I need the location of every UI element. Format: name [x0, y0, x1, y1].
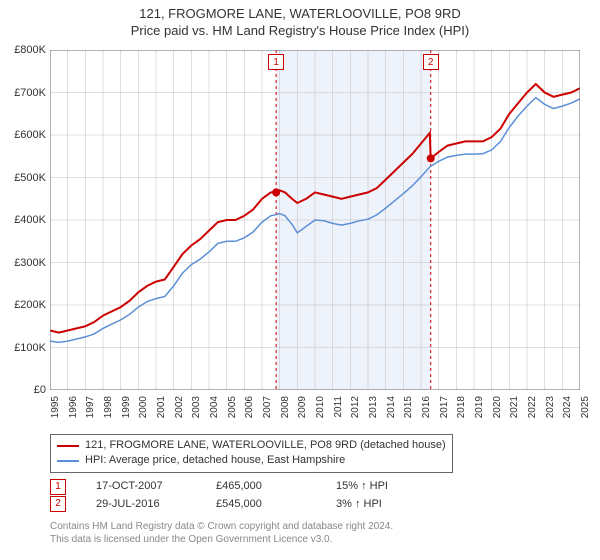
- y-tick-label: £200K: [14, 299, 46, 311]
- x-tick-label: 2025: [580, 396, 591, 418]
- x-tick-label: 2014: [386, 396, 397, 418]
- title-block: 121, FROGMORE LANE, WATERLOOVILLE, PO8 9…: [0, 0, 600, 40]
- y-tick-label: £700K: [14, 87, 46, 99]
- x-tick-label: 2001: [156, 396, 167, 418]
- x-tick-label: 2019: [474, 396, 485, 418]
- annotation-row: 2 29-JUL-2016 £545,000 3% ↑ HPI: [50, 496, 426, 514]
- title-line-1: 121, FROGMORE LANE, WATERLOOVILLE, PO8 9…: [0, 6, 600, 23]
- x-tick-label: 2012: [350, 396, 361, 418]
- annotation-delta: 3% ↑ HPI: [336, 496, 426, 514]
- x-tick-label: 2024: [562, 396, 573, 418]
- annotation-date: 29-JUL-2016: [96, 496, 186, 514]
- x-tick-label: 2013: [368, 396, 379, 418]
- x-tick-label: 2021: [509, 396, 520, 418]
- x-tick-label: 2004: [209, 396, 220, 418]
- x-tick-label: 2023: [545, 396, 556, 418]
- x-tick-label: 2016: [421, 396, 432, 418]
- annotation-badge: 1: [50, 479, 66, 495]
- x-tick-label: 2010: [315, 396, 326, 418]
- x-tick-label: 1995: [50, 396, 61, 418]
- x-tick-label: 2003: [191, 396, 202, 418]
- x-axis-labels: 1995 1996 1997 1998 1999 2000 2001 2002 2003 2004…: [50, 392, 580, 432]
- x-tick-label: 1998: [103, 396, 114, 418]
- chart-annotation-badge: 1: [268, 54, 284, 70]
- x-tick-label: 2007: [262, 396, 273, 418]
- annotation-price: £465,000: [216, 478, 306, 496]
- x-tick-label: 2015: [403, 396, 414, 418]
- chart-annotation-badge: 2: [423, 54, 439, 70]
- annotation-price: £545,000: [216, 496, 306, 514]
- x-tick-label: 2022: [527, 396, 538, 418]
- legend-label: 121, FROGMORE LANE, WATERLOOVILLE, PO8 9…: [85, 438, 446, 453]
- annotation-row: 1 17-OCT-2007 £465,000 15% ↑ HPI: [50, 478, 426, 496]
- legend-row: HPI: Average price, detached house, East…: [57, 453, 446, 468]
- y-tick-label: £100K: [14, 342, 46, 354]
- legend-row: 121, FROGMORE LANE, WATERLOOVILLE, PO8 9…: [57, 438, 446, 453]
- x-tick-label: 2005: [227, 396, 238, 418]
- x-tick-label: 1997: [85, 396, 96, 418]
- legend-box: 121, FROGMORE LANE, WATERLOOVILLE, PO8 9…: [50, 434, 453, 473]
- annotation-delta: 15% ↑ HPI: [336, 478, 426, 496]
- annotations-table: 1 17-OCT-2007 £465,000 15% ↑ HPI 2 29-JUL-201…: [50, 478, 426, 513]
- y-tick-label: £0: [34, 384, 46, 396]
- chart-plot-area: 12: [50, 50, 580, 390]
- annotation-badge: 2: [50, 496, 66, 512]
- x-tick-label: 2011: [333, 396, 344, 418]
- y-tick-label: £300K: [14, 257, 46, 269]
- footer-line-1: Contains HM Land Registry data © Crown c…: [50, 520, 393, 533]
- x-tick-label: 1996: [68, 396, 79, 418]
- y-tick-label: £600K: [14, 129, 46, 141]
- legend-swatch: [57, 445, 79, 447]
- x-tick-label: 2018: [456, 396, 467, 418]
- x-tick-label: 2002: [174, 396, 185, 418]
- annotation-date: 17-OCT-2007: [96, 478, 186, 496]
- x-tick-label: 2008: [280, 396, 291, 418]
- x-tick-label: 2006: [244, 396, 255, 418]
- title-line-2: Price paid vs. HM Land Registry's House …: [0, 23, 600, 40]
- y-tick-label: £500K: [14, 172, 46, 184]
- legend-swatch: [57, 460, 79, 462]
- legend-label: HPI: Average price, detached house, East…: [85, 453, 345, 468]
- x-tick-label: 2020: [492, 396, 503, 418]
- x-tick-label: 1999: [121, 396, 132, 418]
- footer-line-2: This data is licensed under the Open Gov…: [50, 533, 393, 546]
- chart-container: 121, FROGMORE LANE, WATERLOOVILLE, PO8 9…: [0, 0, 600, 560]
- y-axis-labels: £0£100K£200K£300K£400K£500K£600K£700K£80…: [0, 50, 48, 390]
- footer-attribution: Contains HM Land Registry data © Crown c…: [50, 520, 393, 546]
- chart-svg: [50, 50, 580, 390]
- x-tick-label: 2000: [138, 396, 149, 418]
- x-tick-label: 2009: [297, 396, 308, 418]
- y-tick-label: £400K: [14, 214, 46, 226]
- y-tick-label: £800K: [14, 44, 46, 56]
- x-tick-label: 2017: [439, 396, 450, 418]
